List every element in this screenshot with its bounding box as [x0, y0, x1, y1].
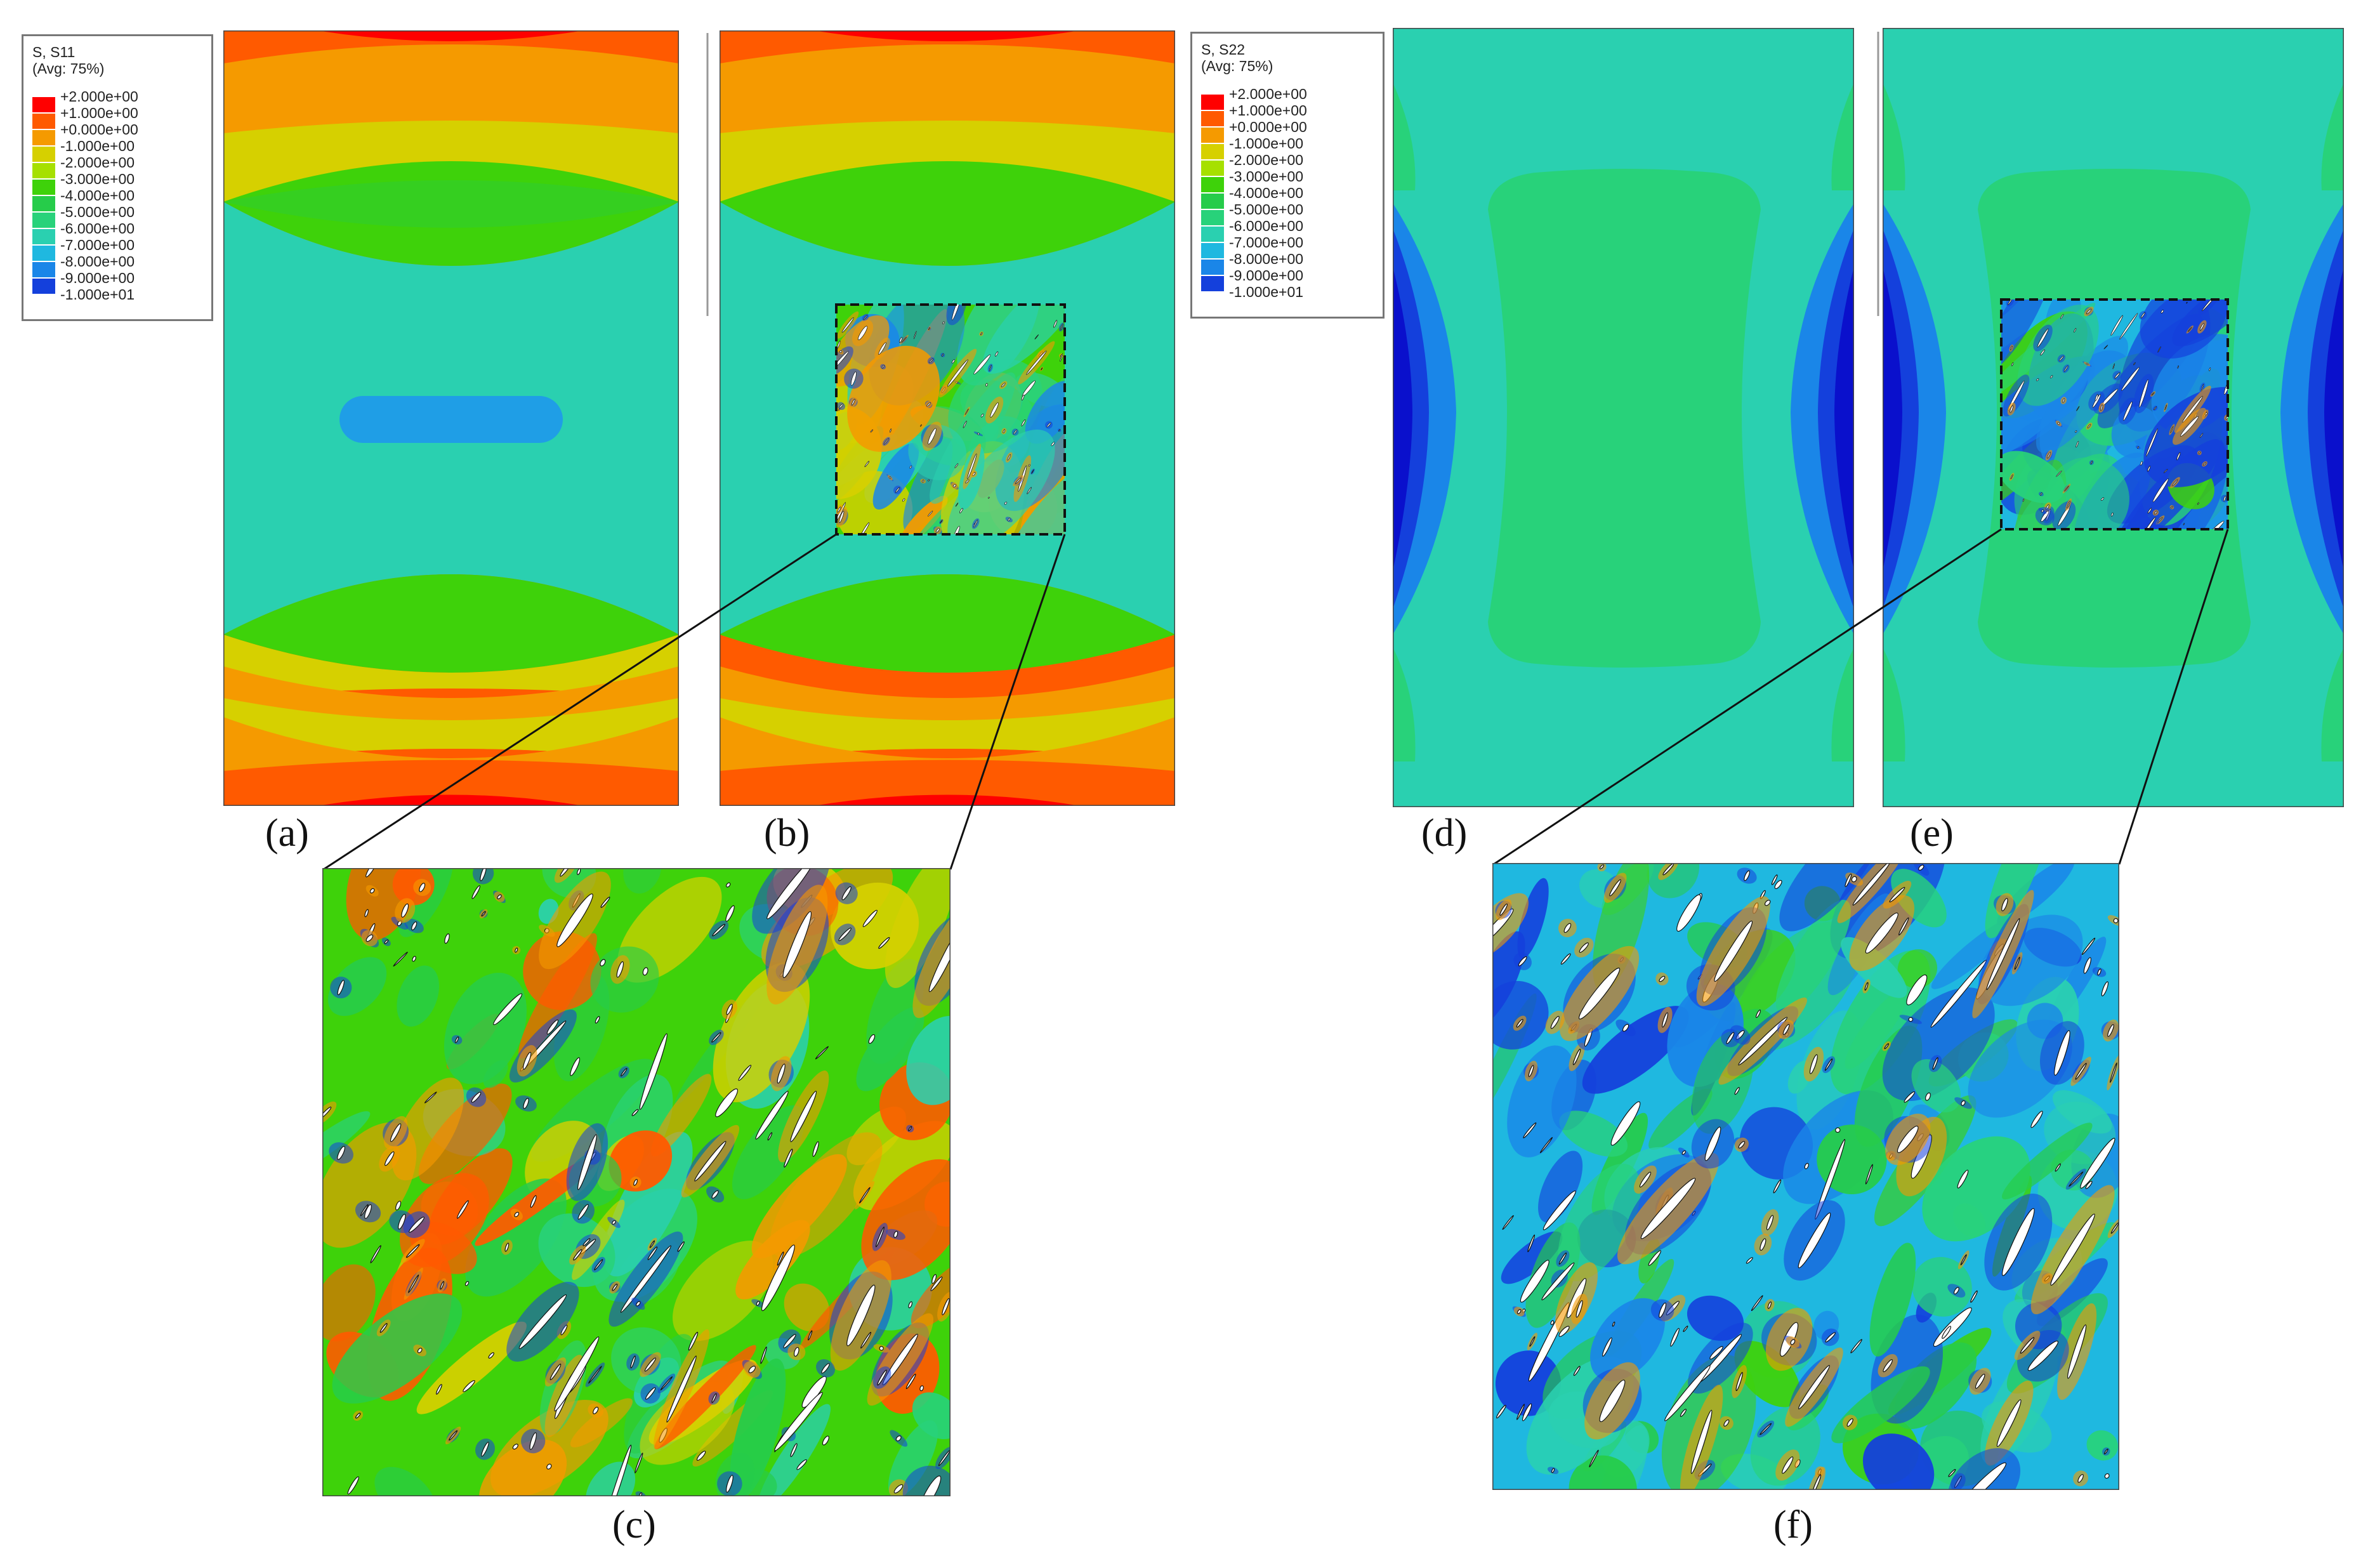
- legend-value: -3.000e+00: [1229, 168, 1304, 185]
- legend-swatch: [32, 229, 55, 244]
- zoom-lines-b-to-c: [323, 533, 1066, 871]
- legend-entry: -6.000e+00: [32, 220, 135, 244]
- legend-entry: -1.000e+01: [1201, 284, 1303, 300]
- legend-swatch: [1201, 161, 1224, 176]
- legend-swatch: [32, 279, 55, 294]
- legend-value: -5.000e+00: [1229, 201, 1304, 218]
- panel-d-s22-contour: [1393, 28, 1854, 807]
- legend-entry: -4.000e+00: [1201, 185, 1304, 209]
- legend-value: -1.000e+01: [60, 286, 135, 303]
- legend-s11-title: S, S11: [32, 44, 76, 60]
- legend-entry: -1.000e+00: [32, 138, 135, 162]
- legend-swatch: [32, 213, 55, 228]
- caption-b: (b): [764, 812, 810, 855]
- caption-a: (a): [265, 812, 309, 855]
- legend-entry: +2.000e+00: [32, 88, 138, 112]
- legend-entry: -8.000e+00: [1201, 251, 1304, 275]
- legend-entry: +0.000e+00: [32, 121, 138, 145]
- legend-swatch: [1201, 260, 1224, 275]
- legend-swatch: [1201, 111, 1224, 126]
- legend-value: +0.000e+00: [60, 121, 138, 138]
- caption-e: (e): [1910, 812, 1954, 855]
- legend-swatch: [32, 163, 55, 178]
- legend-entry: -6.000e+00: [1201, 218, 1304, 242]
- legend-value: -9.000e+00: [60, 270, 135, 286]
- legend-swatch: [32, 97, 55, 112]
- legend-entry: -8.000e+00: [32, 253, 135, 277]
- legend-entry: +1.000e+00: [1201, 102, 1307, 126]
- legend-swatch: [32, 130, 55, 145]
- legend-swatch: [1201, 194, 1224, 209]
- legend-entry: -2.000e+00: [32, 154, 135, 178]
- legend-swatch: [1201, 95, 1224, 110]
- legend-s22-title: S, S22: [1201, 41, 1246, 58]
- legend-s11-subtitle: (Avg: 75%): [32, 60, 105, 77]
- legend-entry: -9.000e+00: [1201, 267, 1304, 291]
- legend-value: -4.000e+00: [60, 187, 135, 204]
- legend-value: -7.000e+00: [60, 237, 135, 253]
- legend-value: -5.000e+00: [60, 204, 135, 220]
- legend-swatch: [32, 114, 55, 129]
- legend-entry: -5.000e+00: [32, 204, 135, 228]
- caption-c: (c): [612, 1503, 656, 1546]
- legend-value: -8.000e+00: [1229, 251, 1304, 267]
- legend-s22: S, S22 (Avg: 75%) +2.000e+00 +1.000e+00 +0…: [1190, 32, 1385, 319]
- legend-entry: +1.000e+00: [32, 105, 138, 129]
- panel-a-s11-contour: [223, 30, 679, 806]
- legend-entry: -1.000e+01: [32, 286, 135, 303]
- legend-swatch: [32, 262, 55, 277]
- legend-value: -6.000e+00: [60, 220, 135, 237]
- legend-swatch: [32, 196, 55, 211]
- legend-entry: -7.000e+00: [1201, 234, 1304, 258]
- legend-value: -1.000e+01: [1229, 284, 1304, 300]
- panel-b-s11-contour: [720, 30, 1175, 806]
- legend-s11: S, S11 (Avg: 75%) +2.000e+00 +1.000e+00 +0…: [22, 34, 213, 321]
- legend-value: +1.000e+00: [60, 105, 138, 121]
- legend-value: -1.000e+00: [60, 138, 135, 154]
- legend-swatch: [1201, 128, 1224, 143]
- legend-value: +2.000e+00: [1229, 86, 1307, 102]
- legend-value: -6.000e+00: [1229, 218, 1304, 234]
- caption-f: (f): [1773, 1503, 1813, 1546]
- legend-swatch: [1201, 243, 1224, 258]
- legend-entry: -5.000e+00: [1201, 201, 1304, 225]
- zoom-lines-e-to-f: [1493, 528, 2229, 866]
- legend-value: -1.000e+00: [1229, 135, 1304, 152]
- panel-c-zoom-s11: [322, 868, 950, 1496]
- legend-entry: -3.000e+00: [32, 171, 135, 195]
- legend-entry: -9.000e+00: [32, 270, 135, 294]
- legend-entry: +0.000e+00: [1201, 119, 1307, 143]
- legend-swatch: [32, 246, 55, 261]
- legend-value: -3.000e+00: [60, 171, 135, 187]
- legend-value: -9.000e+00: [1229, 267, 1304, 284]
- legend-entry: -2.000e+00: [1201, 152, 1304, 176]
- legend-entry: -3.000e+00: [1201, 168, 1304, 192]
- legend-s22-subtitle: (Avg: 75%): [1201, 58, 1273, 74]
- legend-entry: -4.000e+00: [32, 187, 135, 211]
- legend-value: -2.000e+00: [60, 154, 135, 171]
- legend-swatch: [32, 147, 55, 162]
- panel-e-s22-contour: [1883, 28, 2344, 807]
- legend-value: -2.000e+00: [1229, 152, 1304, 168]
- legend-value: -7.000e+00: [1229, 234, 1304, 251]
- panel-f-zoom-s22: [1492, 863, 2119, 1490]
- caption-d: (d): [1421, 812, 1468, 855]
- legend-value: +1.000e+00: [1229, 102, 1307, 119]
- legend-entry: -1.000e+00: [1201, 135, 1304, 159]
- legend-swatch: [32, 180, 55, 195]
- legend-swatch: [1201, 177, 1224, 192]
- legend-value: -8.000e+00: [60, 253, 135, 270]
- legend-swatch: [1201, 276, 1224, 291]
- legend-swatch: [1201, 227, 1224, 242]
- legend-swatch: [1201, 144, 1224, 159]
- legend-value: +2.000e+00: [60, 88, 138, 105]
- legend-entry: -7.000e+00: [32, 237, 135, 261]
- legend-entry: +2.000e+00: [1201, 86, 1307, 110]
- legend-swatch: [1201, 210, 1224, 225]
- legend-value: +0.000e+00: [1229, 119, 1307, 135]
- legend-value: -4.000e+00: [1229, 185, 1304, 201]
